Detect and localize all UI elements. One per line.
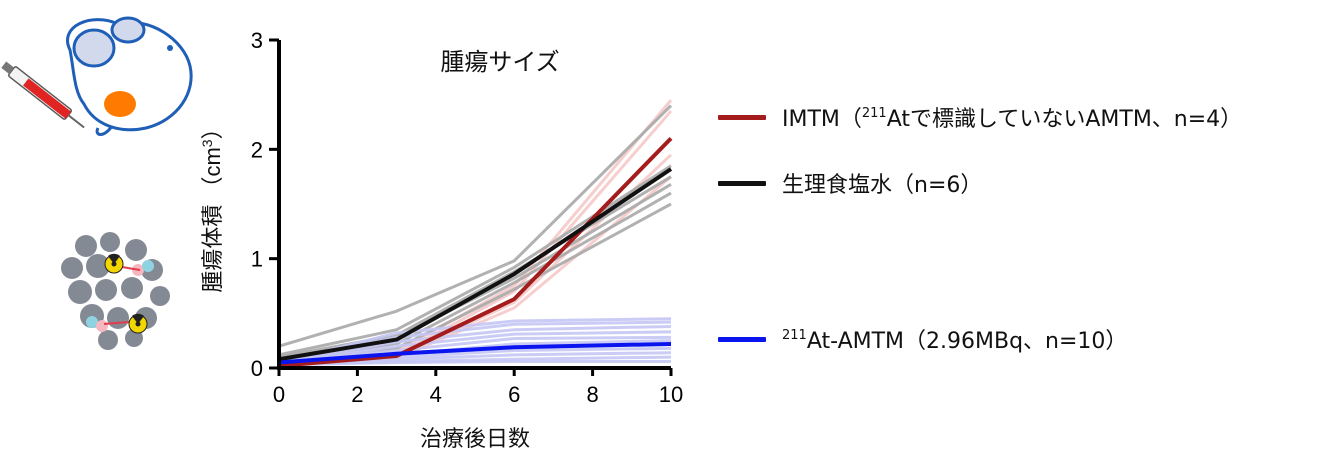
legend-item-saline: 生理食塩水（n=6） — [718, 166, 982, 200]
tumor-icon — [104, 91, 136, 117]
legend-label-saline: 生理食塩水（n=6） — [782, 173, 983, 198]
radiation-icon — [104, 253, 148, 334]
y-tick-label-0: 0 — [251, 356, 263, 381]
individual-line-saline-3 — [278, 175, 672, 359]
x-tick-label-10: 10 — [659, 382, 683, 407]
x-tick-label-6: 6 — [508, 382, 520, 407]
x-tick-label-4: 4 — [430, 382, 442, 407]
tumor-cells-illustration — [61, 232, 170, 350]
x-tick-label-8: 8 — [586, 382, 598, 407]
legend-item-imtm: IMTM（211Atで標識していないAMTM、n=4） — [718, 100, 1242, 134]
legend-swatch-at211 — [718, 336, 766, 342]
antibody-icon — [86, 260, 154, 332]
syringe-icon — [1, 61, 85, 129]
mouse-injection-illustration — [1, 16, 193, 136]
individual-line-saline-1 — [278, 104, 673, 348]
mean-line-imtm — [278, 137, 673, 368]
legend-item-at211: 211At-AMTM（2.96MBq、n=10） — [718, 322, 1127, 356]
legend-label-imtm: IMTM（211Atで標識していないAMTM、n=4） — [782, 106, 1243, 132]
x-tick-label-0: 0 — [273, 382, 285, 407]
individual-line-at211-10 — [278, 359, 671, 367]
individual-line-at211-3 — [278, 324, 672, 365]
x-axis-label: 治療後日数 — [420, 426, 530, 451]
y-tick-label-2: 2 — [251, 137, 263, 162]
chart-title: 腫瘍サイズ — [440, 49, 559, 76]
mean-line-saline — [278, 167, 673, 362]
mean-line-at211 — [278, 341, 672, 365]
y-tick-label-1: 1 — [251, 247, 263, 272]
y-axis-label: 腫瘍体積 （cm3） — [199, 117, 225, 292]
legend-label-at211: 211At-AMTM（2.96MBq、n=10） — [782, 328, 1128, 354]
x-tick-label-2: 2 — [351, 382, 363, 407]
legend-swatch-imtm — [718, 114, 766, 120]
individual-line-at211-4 — [278, 330, 672, 366]
y-tick-label-3: 3 — [251, 28, 263, 53]
legend-swatch-saline — [718, 180, 766, 186]
mouse-icon — [66, 16, 193, 136]
